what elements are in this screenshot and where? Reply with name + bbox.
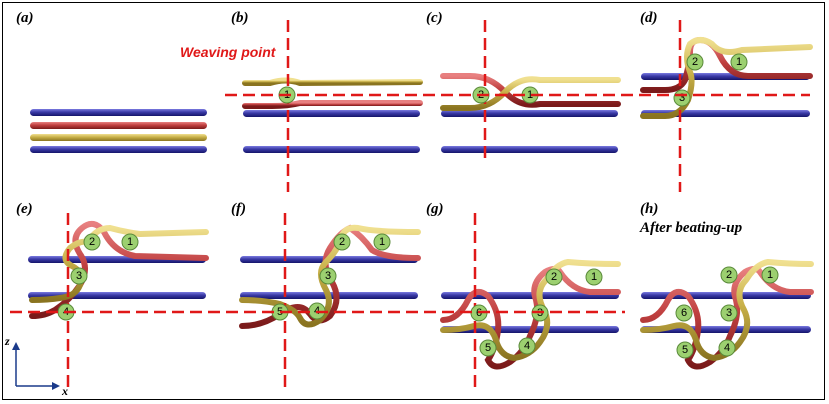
gold-yarn [440, 76, 621, 111]
blue-yarn [243, 110, 420, 117]
marker-number: 3 [726, 307, 732, 319]
marker-number: 4 [524, 340, 530, 352]
marker-number: 6 [681, 307, 687, 319]
panel-label-a: (a) [16, 10, 34, 26]
marker-number: 1 [767, 269, 773, 281]
z-arrowhead-icon [12, 342, 20, 350]
red-yarn [242, 100, 423, 109]
x-axis-label: x [61, 384, 68, 398]
blue-yarn [30, 109, 207, 116]
marker-number: 2 [339, 236, 345, 248]
weaving-point-label: Weaving point [180, 44, 277, 60]
marker-number: 2 [726, 269, 732, 281]
marker-circle [545, 268, 563, 286]
marker-circle [518, 337, 536, 355]
panel-label-g: (g) [426, 201, 444, 217]
marker-circle [720, 266, 738, 284]
marker-circle [761, 266, 779, 284]
marker-circle [333, 233, 351, 251]
panel-b: (b) Weaving point 1 [180, 10, 423, 192]
marker-number: 5 [682, 344, 688, 356]
marker-circle [686, 53, 704, 71]
panel-label-e: (e) [16, 201, 33, 217]
panel-h: (h) After beating-up 2 1 6 3 5 4 [639, 201, 814, 370]
gold-yarn [640, 258, 814, 362]
panel-d: (d) 2 1 3 [640, 10, 813, 192]
marker-circle [83, 233, 101, 251]
gold-yarn [30, 134, 207, 141]
panel-g: (g) 2 1 6 3 5 4 [426, 201, 621, 392]
panel-label-f: (f) [231, 201, 246, 217]
red-yarn [29, 220, 209, 319]
red-yarn [30, 122, 207, 129]
axes-indicator: z x [4, 334, 68, 398]
marker-circle [720, 304, 738, 322]
panel-label-h: (h) [640, 201, 658, 217]
marker-number: 4 [724, 342, 730, 354]
after-beating-label: After beating-up [639, 220, 743, 236]
marker-number: 3 [76, 270, 82, 282]
z-axis-label: z [4, 334, 10, 348]
marker-number: 3 [679, 92, 685, 104]
marker-number: 5 [485, 342, 491, 354]
marker-number: 1 [379, 236, 385, 248]
marker-circle [319, 267, 337, 285]
panel-label-b: (b) [231, 10, 249, 26]
gold-yarn [440, 258, 621, 362]
blue-yarn [30, 146, 207, 153]
panel-e: (e) 2 1 3 4 [16, 201, 209, 392]
marker-circle [373, 233, 391, 251]
marker-circle [121, 233, 139, 251]
marker-number: 1 [527, 89, 533, 101]
panel-label-d: (d) [640, 10, 658, 26]
gold-yarn [242, 77, 423, 87]
marker-circle [718, 339, 736, 357]
marker-circle [585, 268, 603, 286]
marker-number: 2 [692, 56, 698, 68]
marker-number: 2 [551, 271, 557, 283]
marker-circle [676, 341, 694, 359]
panel-c: (c) 2 1 [426, 10, 621, 160]
x-arrowhead-icon [52, 382, 60, 390]
marker-circle [479, 339, 497, 357]
marker-number: 1 [736, 56, 742, 68]
marker-circle [675, 304, 693, 322]
blue-yarn [243, 146, 420, 153]
marker-circle [730, 53, 748, 71]
gold-yarn [239, 224, 421, 328]
panel-f: (f) 2 1 3 5 4 [231, 201, 421, 392]
panel-a: (a) [16, 10, 207, 153]
figure-frame [2, 2, 825, 400]
gold-yarn [29, 224, 209, 303]
marker-number: 1 [127, 236, 133, 248]
marker-number: 1 [591, 271, 597, 283]
blue-yarn [441, 146, 618, 153]
marker-number: 3 [325, 270, 331, 282]
marker-number: 2 [89, 236, 95, 248]
panel-label-c: (c) [426, 10, 443, 26]
blue-yarn [441, 110, 618, 117]
marker-circle [70, 267, 88, 285]
